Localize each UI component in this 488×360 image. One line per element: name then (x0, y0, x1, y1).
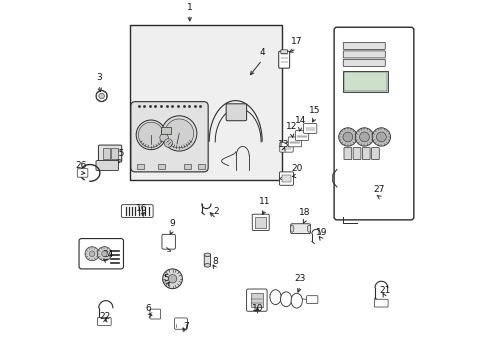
Circle shape (376, 132, 386, 142)
Text: 27: 27 (373, 185, 384, 194)
FancyBboxPatch shape (295, 131, 308, 140)
FancyBboxPatch shape (290, 224, 310, 234)
FancyBboxPatch shape (374, 299, 387, 307)
Text: 13: 13 (277, 140, 288, 149)
Circle shape (85, 247, 99, 261)
Text: 1: 1 (186, 3, 192, 12)
Circle shape (355, 128, 373, 146)
Text: 21: 21 (379, 285, 390, 294)
Text: 5: 5 (163, 274, 169, 283)
Circle shape (359, 132, 368, 142)
Text: 9: 9 (169, 219, 175, 228)
Circle shape (342, 132, 352, 142)
FancyBboxPatch shape (279, 142, 293, 152)
Ellipse shape (269, 290, 281, 305)
FancyBboxPatch shape (225, 104, 246, 121)
FancyBboxPatch shape (279, 172, 293, 185)
Text: 19: 19 (315, 228, 326, 237)
Text: 6: 6 (145, 304, 151, 313)
FancyBboxPatch shape (246, 289, 266, 311)
Ellipse shape (204, 253, 210, 257)
Bar (158, 164, 165, 169)
Text: 17: 17 (290, 37, 302, 46)
FancyBboxPatch shape (162, 234, 175, 249)
Circle shape (163, 269, 182, 289)
FancyBboxPatch shape (174, 318, 187, 329)
Text: 18: 18 (299, 208, 310, 217)
FancyBboxPatch shape (97, 318, 111, 325)
FancyBboxPatch shape (343, 148, 351, 159)
Ellipse shape (290, 293, 302, 308)
Circle shape (96, 90, 107, 102)
FancyBboxPatch shape (204, 254, 210, 266)
Text: 24: 24 (102, 250, 113, 259)
Bar (343, 71, 387, 92)
Bar (183, 164, 190, 169)
Text: 7: 7 (183, 322, 189, 331)
FancyBboxPatch shape (96, 161, 118, 171)
FancyBboxPatch shape (77, 169, 88, 177)
Circle shape (160, 134, 168, 142)
FancyBboxPatch shape (306, 296, 317, 303)
Circle shape (338, 128, 356, 146)
FancyBboxPatch shape (79, 239, 123, 269)
Ellipse shape (306, 225, 310, 232)
FancyBboxPatch shape (287, 137, 301, 147)
Circle shape (161, 116, 197, 151)
FancyBboxPatch shape (121, 205, 153, 217)
Ellipse shape (204, 264, 210, 267)
FancyBboxPatch shape (343, 42, 385, 49)
FancyBboxPatch shape (280, 50, 287, 53)
FancyBboxPatch shape (371, 148, 379, 159)
Ellipse shape (290, 225, 293, 232)
FancyBboxPatch shape (252, 214, 269, 230)
Text: 26: 26 (76, 161, 87, 170)
Text: 25: 25 (113, 149, 125, 158)
Text: 14: 14 (294, 116, 305, 125)
FancyBboxPatch shape (98, 145, 122, 162)
FancyBboxPatch shape (131, 102, 208, 172)
FancyBboxPatch shape (303, 123, 316, 134)
Text: 16: 16 (136, 204, 147, 213)
Bar (282, 175, 290, 183)
Circle shape (168, 275, 176, 283)
Circle shape (97, 247, 111, 261)
Text: 22: 22 (100, 312, 111, 321)
FancyBboxPatch shape (362, 148, 369, 159)
Circle shape (102, 251, 107, 257)
Circle shape (164, 139, 172, 147)
Text: 15: 15 (309, 105, 320, 114)
Circle shape (138, 122, 163, 148)
FancyBboxPatch shape (352, 148, 360, 159)
Text: 4: 4 (259, 49, 264, 58)
Text: 3: 3 (96, 73, 102, 82)
Text: 23: 23 (294, 274, 305, 283)
Circle shape (371, 128, 390, 146)
Circle shape (89, 251, 95, 257)
FancyBboxPatch shape (150, 309, 160, 319)
Bar (198, 164, 204, 169)
Bar (255, 217, 266, 228)
Text: 11: 11 (259, 197, 270, 206)
Circle shape (164, 119, 193, 148)
Text: 8: 8 (212, 257, 218, 266)
FancyBboxPatch shape (343, 59, 385, 66)
Bar (111, 148, 118, 159)
Bar (102, 148, 109, 159)
Bar (161, 127, 171, 134)
FancyBboxPatch shape (343, 51, 385, 58)
FancyBboxPatch shape (333, 27, 413, 220)
Circle shape (99, 93, 104, 99)
Circle shape (136, 120, 165, 150)
Ellipse shape (280, 292, 291, 307)
Text: 10: 10 (252, 304, 263, 313)
FancyBboxPatch shape (278, 51, 289, 68)
Text: 2: 2 (213, 207, 219, 216)
Bar (344, 72, 386, 91)
Bar (250, 293, 263, 307)
Text: 20: 20 (290, 164, 302, 173)
Text: 12: 12 (286, 122, 297, 131)
Bar (137, 164, 143, 169)
Bar (130, 25, 281, 180)
